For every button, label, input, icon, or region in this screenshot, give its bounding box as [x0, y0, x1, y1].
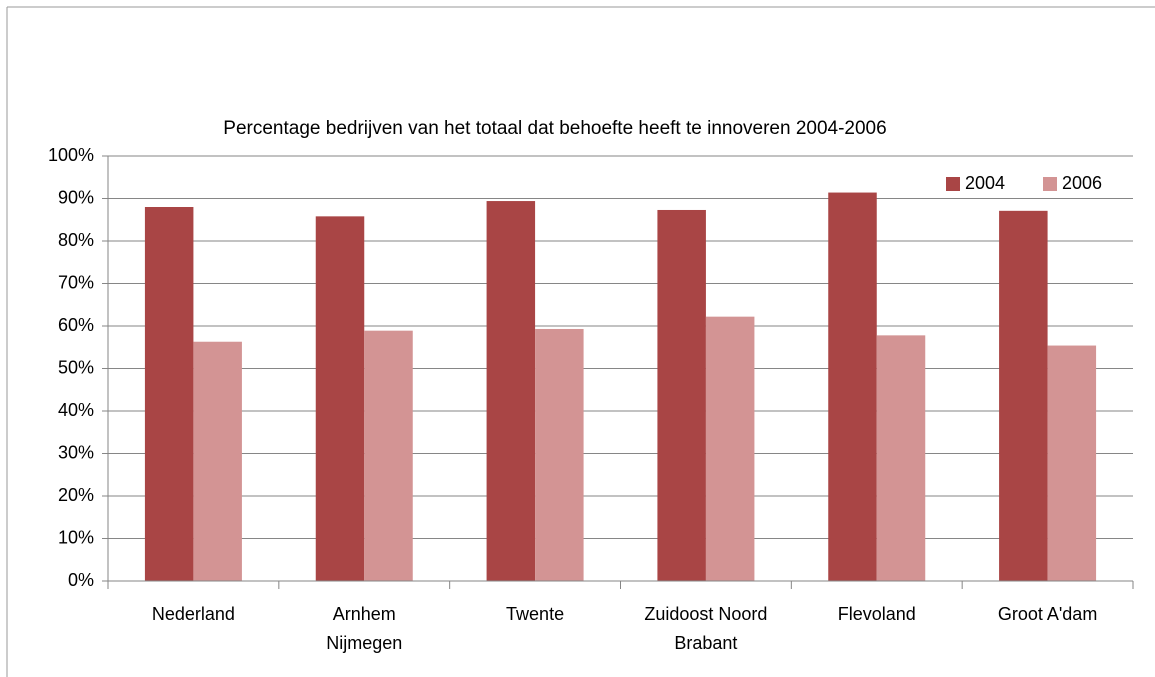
y-tick-label: 70%: [58, 272, 94, 292]
bar: [657, 209, 706, 581]
y-tick-label: 50%: [58, 357, 94, 377]
legend-label: 2006: [1062, 173, 1102, 193]
x-tick-label: Groot A'dam: [998, 604, 1097, 624]
y-tick-label: 60%: [58, 315, 94, 335]
legend-swatch: [946, 177, 960, 191]
y-tick-label: 100%: [48, 145, 94, 165]
bar: [486, 201, 536, 582]
bar: [999, 210, 1048, 581]
bar: [535, 328, 584, 581]
y-tick-label: 0%: [68, 570, 94, 590]
x-tick-label: Nederland: [152, 604, 235, 624]
bar: [876, 335, 926, 581]
bar: [1047, 345, 1097, 581]
y-tick-label: 80%: [58, 230, 94, 250]
x-tick-label: Flevoland: [838, 604, 916, 624]
y-tick-label: 10%: [58, 527, 94, 547]
bar: [193, 341, 242, 581]
x-tick-label: Twente: [506, 604, 564, 624]
bar: [315, 216, 365, 581]
bar: [705, 316, 755, 581]
bar: [144, 207, 194, 581]
legend-label: 2004: [965, 173, 1005, 193]
x-tick-label: Arnhem Nijmegen: [326, 604, 402, 653]
y-tick-label: 40%: [58, 400, 94, 420]
bar: [364, 330, 413, 581]
chart-title: Percentage bedrijven van het totaal dat …: [223, 118, 886, 139]
y-tick-label: 30%: [58, 442, 94, 462]
y-tick-label: 20%: [58, 485, 94, 505]
bar: [828, 192, 877, 582]
x-tick-label: Zuidoost Noord Brabant: [644, 604, 767, 653]
y-tick-label: 90%: [58, 187, 94, 207]
legend-swatch: [1043, 177, 1057, 191]
